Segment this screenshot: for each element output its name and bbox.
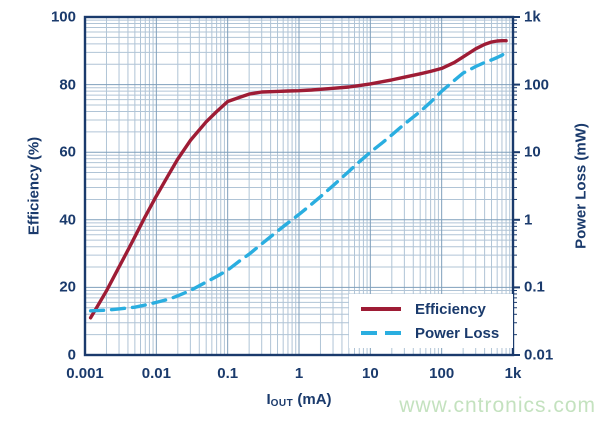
- legend-item-power-loss: Power Loss: [361, 326, 513, 341]
- y-left-tick-label: 80: [59, 76, 76, 94]
- x-axis-title-symbol: I: [266, 391, 271, 408]
- y-left-tick-label: 20: [59, 278, 76, 296]
- x-tick-label: 0.01: [141, 365, 171, 382]
- y-left-tick-label: 40: [59, 211, 76, 229]
- x-axis-title-unit: (mA): [293, 391, 332, 408]
- efficiency-curve: [88, 39, 508, 320]
- x-tick-label: 0.001: [66, 365, 104, 382]
- y-right-tick-label: 1: [524, 211, 533, 229]
- y-right-tick-label: 0.1: [524, 278, 545, 296]
- y-right-tick-label: 100: [524, 76, 550, 94]
- efficiency-line-swatch: [361, 307, 401, 311]
- legend-item-efficiency: Efficiency: [361, 302, 513, 317]
- x-tick-label: 1: [294, 365, 304, 382]
- x-tick-label: 10: [361, 365, 379, 382]
- y-right-axis-title: Power Loss (mW): [572, 123, 590, 249]
- legend-label-efficiency: Efficiency: [415, 300, 486, 318]
- x-axis-title-subscript: OUT: [270, 398, 294, 409]
- plot-border: [83, 15, 515, 357]
- y-right-tick-label: 1k: [524, 8, 541, 26]
- power-loss-line-swatch: [361, 331, 401, 335]
- x-axis-title: IOUT (mA): [266, 391, 332, 409]
- x-tick-label: 0.1: [217, 365, 239, 382]
- watermark-text: www.cntronics.com: [399, 394, 596, 417]
- chart-legend: Efficiency Power Loss: [349, 294, 513, 348]
- y-left-tick-label: 0: [67, 346, 76, 364]
- y-left-axis-title: Efficiency (%): [25, 136, 43, 236]
- y-left-tick-label: 60: [59, 143, 76, 161]
- x-tick-label: 100: [429, 365, 455, 382]
- y-left-tick-label: 100: [50, 8, 76, 26]
- x-tick-label: 1k: [504, 365, 522, 382]
- legend-label-power-loss: Power Loss: [415, 324, 500, 342]
- y-right-tick-label: 0.01: [524, 346, 554, 364]
- y-right-tick-label: 10: [524, 143, 541, 161]
- power-loss-curve: [88, 50, 508, 313]
